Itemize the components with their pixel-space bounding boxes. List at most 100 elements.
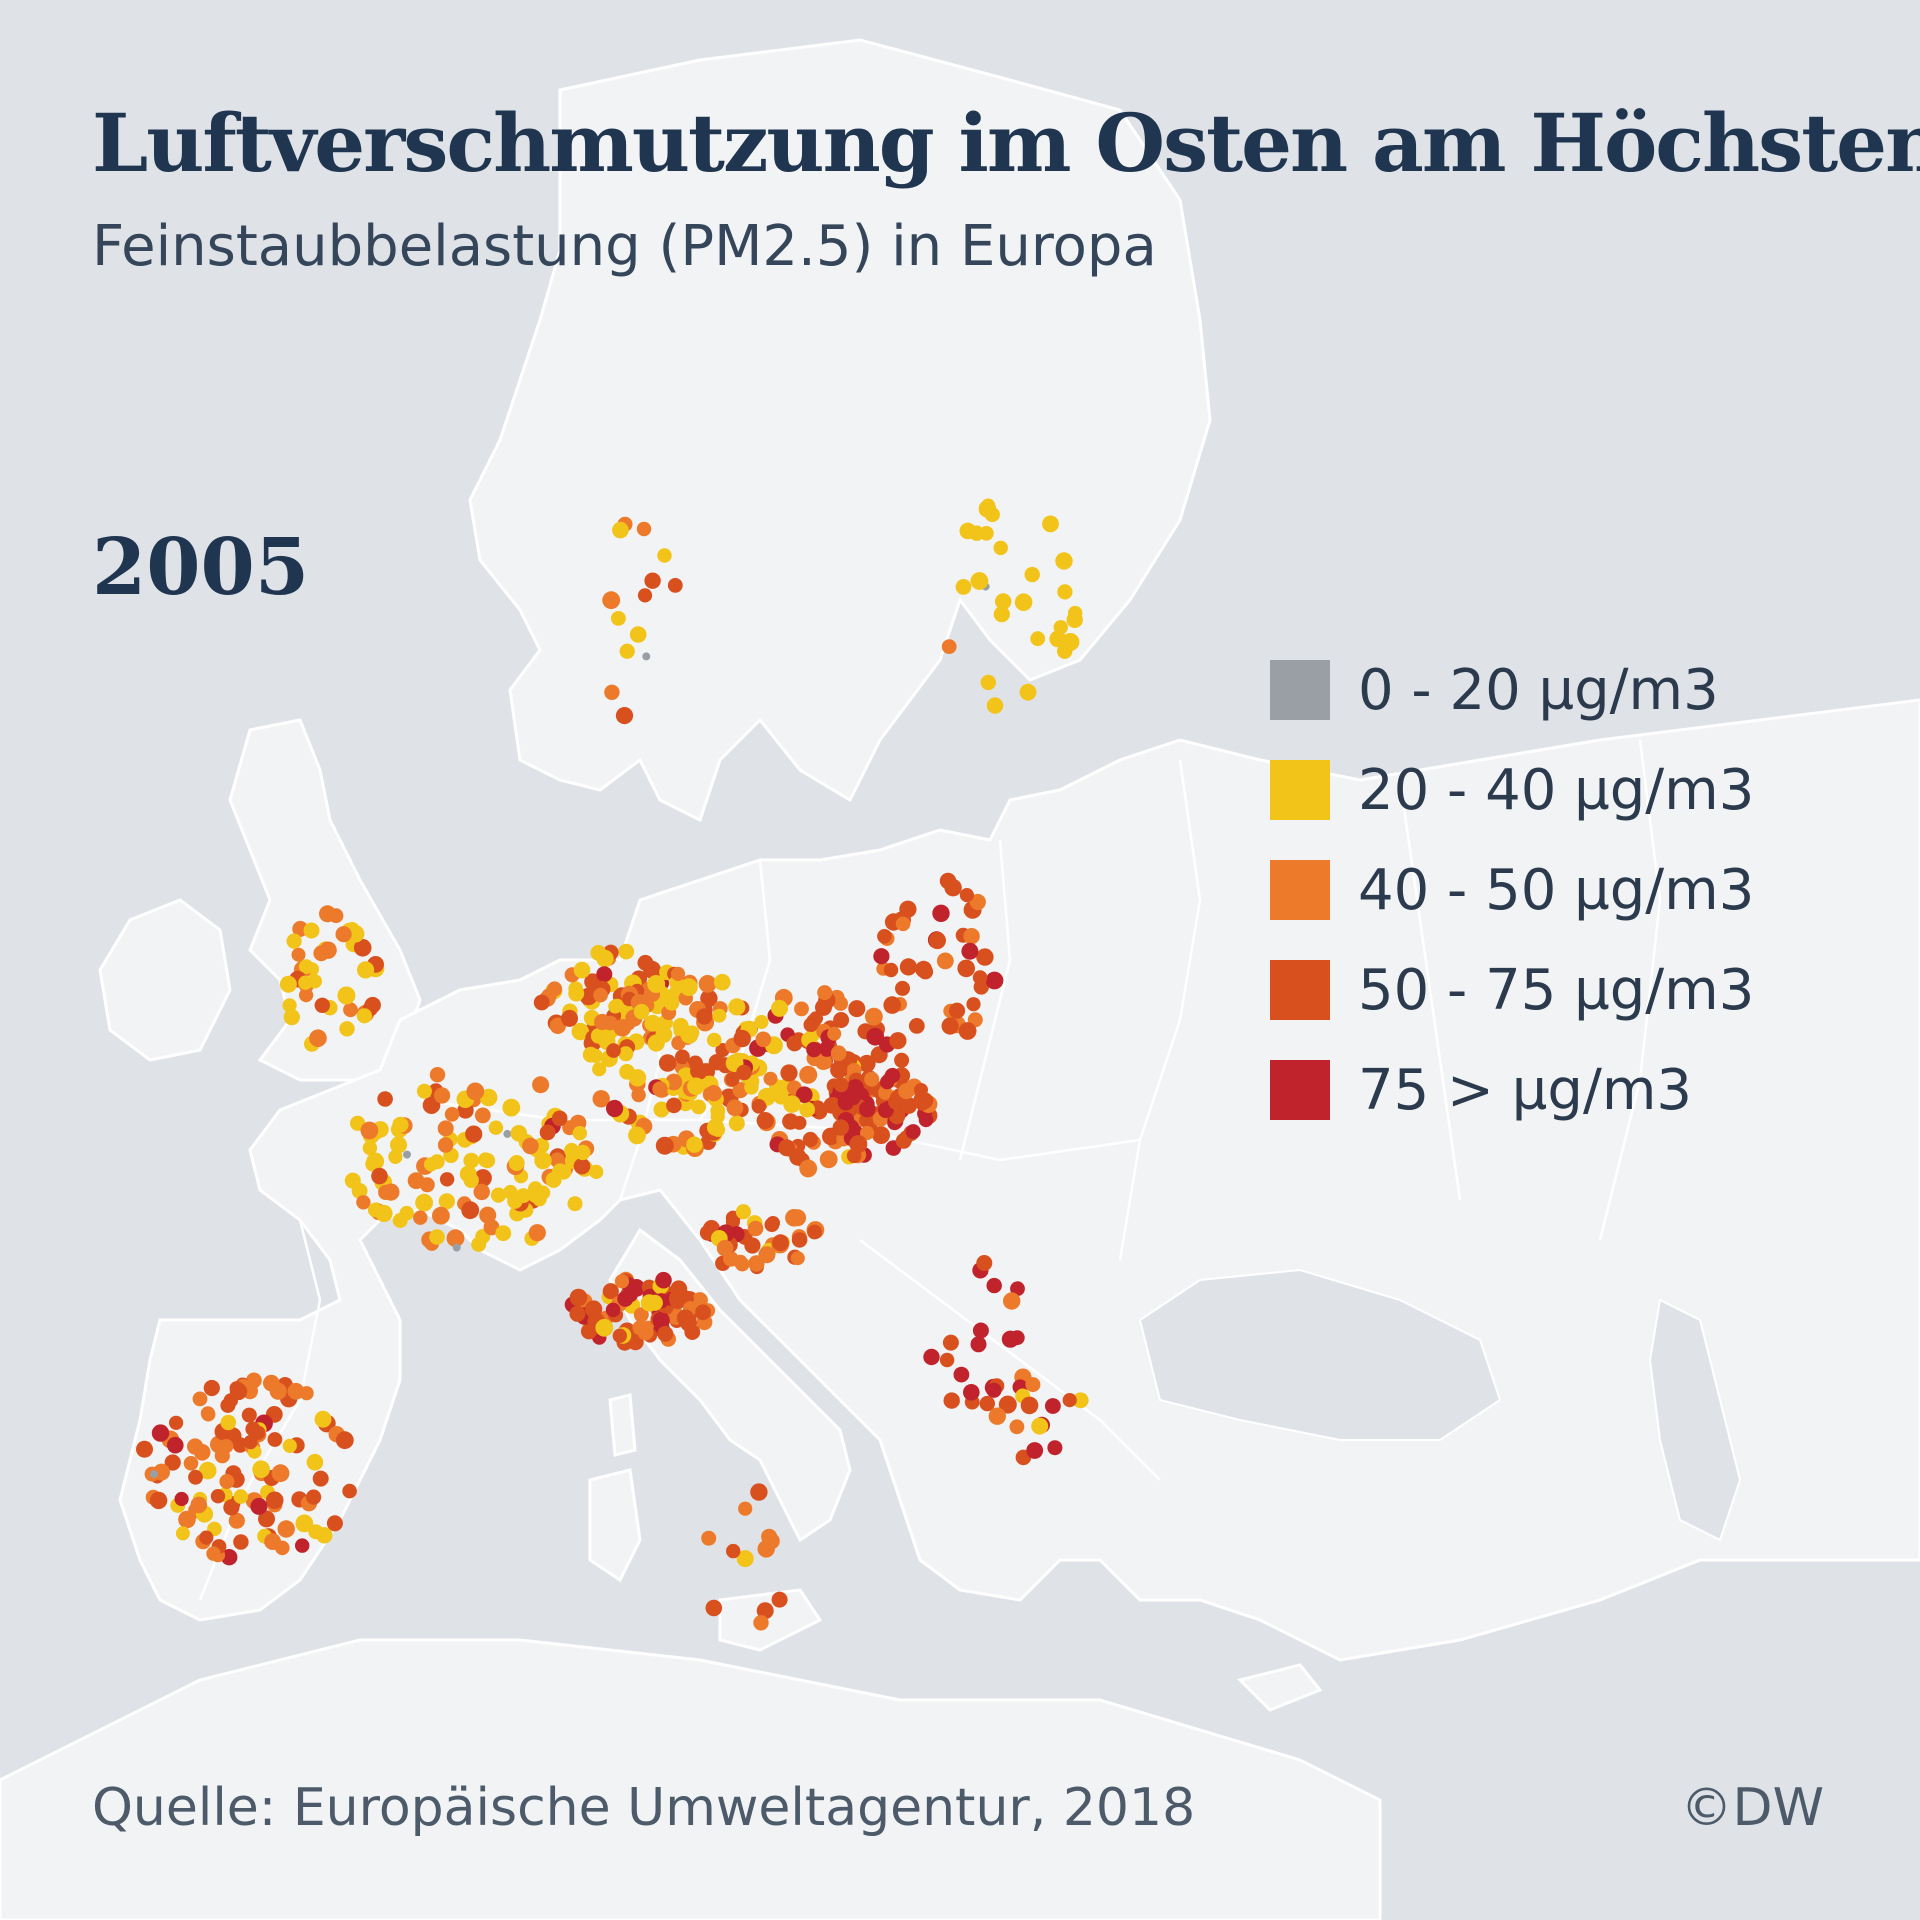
station-dot	[736, 1064, 752, 1081]
station-dot	[644, 572, 661, 589]
station-dot	[848, 1000, 866, 1018]
station-dot	[221, 1549, 238, 1566]
station-dot	[780, 1064, 798, 1082]
station-dot	[277, 1520, 295, 1538]
station-dot	[295, 1514, 314, 1533]
station-dot	[569, 1305, 586, 1322]
station-dot	[771, 999, 788, 1017]
station-dot	[726, 1099, 744, 1117]
legend: 0 - 20 µg/m3 20 - 40 µg/m3 40 - 50 µg/m3…	[1270, 640, 1754, 1140]
caspian-sea	[1648, 1298, 1742, 1542]
station-dot	[705, 1085, 722, 1102]
station-dot	[198, 1461, 217, 1480]
station-dot	[534, 1151, 552, 1170]
station-dot	[199, 1530, 214, 1545]
station-dot	[618, 943, 635, 960]
station-dot	[590, 1028, 607, 1044]
station-dot	[728, 998, 746, 1016]
station-dot	[670, 966, 686, 982]
station-dot	[595, 1318, 614, 1337]
station-dot	[178, 1510, 196, 1529]
station-dot	[628, 1069, 647, 1087]
station-dot	[319, 941, 337, 959]
station-dots	[136, 498, 1089, 1631]
station-dot	[631, 1087, 646, 1103]
station-dot	[705, 1599, 723, 1617]
station-dot	[872, 1126, 890, 1144]
station-dot	[895, 1133, 912, 1149]
station-dot	[592, 1062, 607, 1077]
station-dot	[866, 1027, 885, 1046]
station-dot	[895, 980, 910, 996]
station-dot	[963, 928, 980, 945]
station-dot	[390, 1136, 407, 1154]
station-dot	[986, 697, 1004, 714]
station-dot	[568, 985, 585, 1002]
station-dot	[169, 1415, 184, 1430]
station-dot	[791, 1232, 808, 1248]
station-dot	[356, 1195, 371, 1210]
station-dot	[744, 1237, 761, 1254]
station-dot	[1068, 605, 1083, 621]
station-dot	[1031, 1417, 1049, 1435]
station-dot	[279, 975, 297, 993]
station-dot	[859, 1100, 876, 1118]
station-dot	[778, 1139, 796, 1157]
station-dot	[219, 1439, 234, 1454]
station-dot	[286, 933, 302, 949]
station-dot	[339, 1021, 355, 1037]
sardinia-land	[588, 1468, 642, 1583]
station-dot	[314, 997, 330, 1013]
station-dot	[623, 1287, 638, 1303]
station-dot	[679, 978, 698, 997]
station-dot	[941, 1017, 959, 1035]
station-dot	[263, 1374, 280, 1392]
station-dot	[316, 1527, 333, 1544]
station-dot	[895, 916, 911, 932]
station-dot	[888, 1094, 904, 1110]
station-dot	[658, 1054, 677, 1072]
station-dot	[959, 888, 975, 903]
station-dot	[507, 1193, 523, 1209]
station-dot	[299, 1386, 314, 1401]
station-dot	[437, 1137, 454, 1153]
station-dot	[636, 521, 652, 537]
station-dot	[619, 643, 635, 659]
station-dot	[980, 674, 996, 691]
station-dot	[488, 1120, 504, 1135]
station-dot	[666, 1097, 682, 1114]
station-dot	[756, 1112, 774, 1130]
station-dot	[817, 985, 833, 1001]
map-subtitle: Feinstaubbelastung (PM2.5) in Europa	[92, 214, 1157, 279]
station-dot	[819, 1150, 838, 1169]
station-dot	[979, 1395, 995, 1412]
station-dot	[206, 1546, 221, 1561]
station-dot	[344, 1172, 361, 1189]
legend-item: 75 > µg/m3	[1270, 1040, 1754, 1140]
station-dot	[706, 1032, 722, 1048]
station-dot	[799, 1065, 818, 1084]
station-dot	[961, 942, 979, 960]
station-dot	[371, 1167, 388, 1185]
station-dot	[978, 500, 997, 518]
station-dot	[915, 960, 933, 978]
station-dot	[657, 548, 672, 563]
station-dot	[728, 1115, 745, 1132]
station-dot	[998, 1395, 1017, 1414]
station-dot	[403, 1150, 411, 1159]
station-dot	[353, 939, 372, 957]
station-dot	[367, 1202, 383, 1218]
station-dot	[265, 1491, 284, 1510]
station-dot	[229, 1381, 244, 1396]
station-dot	[845, 1090, 861, 1106]
station-dot	[700, 989, 718, 1008]
station-dot	[657, 1325, 674, 1342]
legend-swatch	[1270, 1060, 1330, 1120]
station-dot	[241, 1407, 257, 1423]
station-dot	[502, 1098, 521, 1117]
station-dot	[696, 1008, 713, 1025]
source-note: Quelle: Europäische Umweltagentur, 2018	[92, 1778, 1196, 1838]
station-dot	[573, 1157, 591, 1175]
station-dot	[590, 944, 607, 961]
